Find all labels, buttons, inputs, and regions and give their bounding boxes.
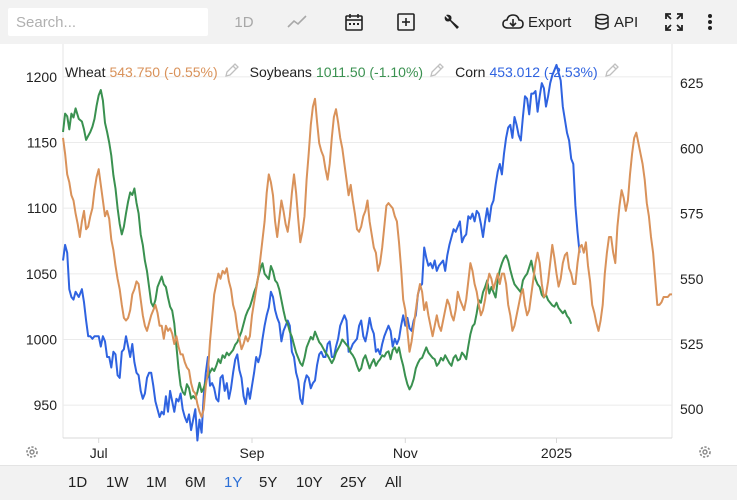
- range-button-10y[interactable]: 10Y: [296, 474, 323, 491]
- api-button[interactable]: API: [594, 8, 642, 36]
- price-chart[interactable]: 950 1000 1050 1100 1150 1200 500 525 550 575 600 62…: [0, 44, 737, 465]
- x-axis-tick-label: 2025: [541, 445, 572, 461]
- interval-selector[interactable]: 1D: [226, 8, 262, 36]
- range-button-25y[interactable]: 25Y: [340, 474, 367, 491]
- legend-value: 453.012 (-2.53%): [489, 63, 598, 80]
- export-label: Export: [528, 13, 572, 31]
- left-axis-tick-label: 1100: [27, 200, 57, 216]
- fullscreen-icon[interactable]: [660, 8, 688, 36]
- right-axis-tick-label: 625: [680, 75, 704, 91]
- series-line-wheat: [62, 97, 672, 418]
- cloud-download-icon: [502, 14, 524, 29]
- legend-item-corn: Corn 453.012 (-2.53%): [455, 62, 624, 81]
- range-selector-bar: 1D 1W 1M 6M 1Y 5Y 10Y 25Y All: [0, 465, 737, 500]
- api-label: API: [614, 13, 639, 31]
- pencil-icon[interactable]: [429, 62, 445, 81]
- right-axis-settings-gear-icon[interactable]: [697, 444, 713, 465]
- pencil-icon[interactable]: [224, 62, 240, 81]
- left-axis-tick-label: 1150: [27, 135, 57, 151]
- legend-value: 1011.50 (-1.10%): [315, 63, 424, 80]
- left-axis-settings-gear-icon[interactable]: [24, 444, 40, 465]
- legend-name: Corn: [455, 63, 486, 80]
- database-icon: [595, 13, 609, 30]
- export-button[interactable]: Export: [502, 8, 574, 36]
- range-button-1m[interactable]: 1M: [146, 474, 167, 491]
- right-axis-tick-label: 525: [680, 336, 704, 352]
- range-button-1d[interactable]: 1D: [68, 474, 88, 491]
- chart-legend: Wheat 543.750 (-0.55%) Soybeans 1011.50 …: [65, 62, 630, 81]
- x-axis-tick-label: Nov: [393, 445, 418, 461]
- x-axis-tick-label: Sep: [240, 445, 265, 461]
- calendar-icon[interactable]: [340, 8, 368, 36]
- interval-label: 1D: [234, 13, 254, 31]
- right-axis-tick-label: 575: [680, 206, 704, 222]
- series-line-soybeans: [62, 89, 573, 400]
- x-axis-tick-label: Jul: [90, 445, 108, 461]
- legend-item-soybeans: Soybeans 1011.50 (-1.10%): [250, 62, 449, 81]
- search-input[interactable]: [8, 8, 208, 36]
- chart-area: 950 1000 1050 1100 1150 1200 500 525 550 575 600 62…: [0, 44, 737, 465]
- legend-item-wheat: Wheat 543.750 (-0.55%): [65, 62, 244, 81]
- toolbar: 1D Export API: [0, 0, 737, 45]
- more-vert-icon[interactable]: [700, 8, 720, 36]
- line-chart-icon[interactable]: [284, 8, 312, 36]
- series-line-corn: [62, 63, 581, 442]
- wrench-icon[interactable]: [438, 8, 466, 36]
- right-axis-tick-label: 600: [680, 140, 704, 156]
- legend-value: 543.750 (-0.55%): [109, 63, 218, 80]
- left-axis-tick-label: 1050: [26, 266, 57, 282]
- left-axis-tick-label: 1200: [26, 69, 57, 85]
- legend-name: Wheat: [65, 63, 106, 80]
- legend-name: Soybeans: [249, 63, 312, 80]
- range-button-5y[interactable]: 5Y: [259, 474, 278, 491]
- add-box-icon[interactable]: [392, 8, 420, 36]
- range-button-6m[interactable]: 6M: [185, 474, 206, 491]
- right-axis-tick-label: 550: [680, 271, 704, 287]
- left-axis-tick-label: 1000: [26, 332, 57, 348]
- range-button-all[interactable]: All: [385, 474, 402, 491]
- pencil-icon[interactable]: [604, 62, 620, 81]
- range-button-1y[interactable]: 1Y: [224, 474, 243, 491]
- right-axis-tick-label: 500: [680, 401, 704, 417]
- range-button-1w[interactable]: 1W: [106, 474, 129, 491]
- left-axis-tick-label: 950: [34, 397, 58, 413]
